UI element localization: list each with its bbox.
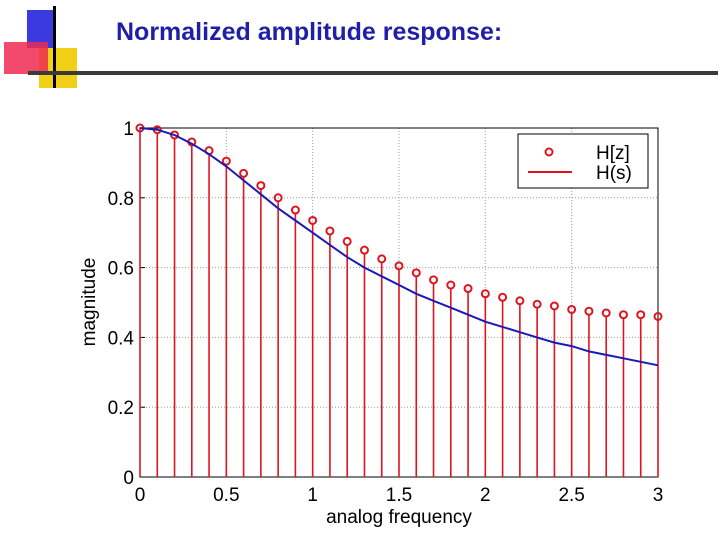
deco-vertical-line — [53, 6, 56, 88]
stem-marker-29 — [636, 310, 646, 320]
stem-series — [135, 123, 663, 477]
y-tick-label-0: 0 — [123, 468, 134, 489]
stem-marker-17 — [429, 275, 439, 285]
stem-marker-14 — [377, 254, 387, 264]
deco-horizontal-line — [28, 71, 718, 75]
stem-marker-24 — [549, 301, 559, 311]
stem-marker-19 — [463, 284, 473, 294]
y-axis-label: magnitude — [79, 258, 100, 347]
legend-label-hs: H(s) — [596, 163, 632, 184]
stem-marker-9 — [290, 205, 300, 215]
stem-marker-8 — [273, 193, 283, 203]
y-tick-label-3: 0.6 — [108, 259, 134, 280]
stem-marker-5 — [221, 156, 231, 166]
stem-marker-12 — [342, 236, 352, 246]
stem-marker-21 — [498, 292, 508, 302]
hs-curve — [139, 127, 659, 367]
stem-marker-15 — [394, 261, 404, 271]
stem-marker-23 — [532, 299, 542, 309]
x-tick-label-1: 0.5 — [213, 485, 239, 506]
x-tick-label-0: 0 — [135, 485, 146, 506]
deco-blue-square — [27, 10, 54, 48]
y-tick-label-2: 0.4 — [108, 328, 135, 349]
x-tick-label-6: 3 — [653, 485, 664, 506]
x-tick-label-2: 1 — [307, 485, 318, 506]
stem-marker-18 — [446, 280, 456, 290]
x-tick-label-3: 1.5 — [386, 485, 412, 506]
stem-marker-13 — [359, 245, 369, 255]
stem-marker-20 — [480, 289, 490, 299]
stem-marker-6 — [239, 168, 249, 178]
x-tick-label-5: 2.5 — [558, 485, 584, 506]
y-tick-label-5: 1 — [123, 119, 134, 140]
stem-marker-27 — [601, 308, 611, 318]
legend-marker-hz — [544, 147, 554, 157]
legend-label-hz: H[z] — [596, 143, 630, 164]
legend: H[z] H(s) — [517, 133, 649, 189]
stem-marker-28 — [618, 310, 628, 320]
stem-marker-26 — [584, 306, 594, 316]
stem-marker-11 — [325, 226, 335, 236]
stem-marker-10 — [308, 215, 318, 225]
stem-marker-7 — [256, 181, 266, 191]
x-axis-label: analog frequency — [326, 507, 472, 528]
stem-marker-16 — [411, 268, 421, 278]
stem-marker-22 — [515, 296, 525, 306]
stem-marker-2 — [170, 130, 180, 140]
x-tick-label-4: 2 — [480, 485, 491, 506]
y-tick-label-1: 0.2 — [108, 398, 134, 419]
y-tick-label-4: 0.8 — [108, 189, 134, 210]
line-series — [139, 127, 659, 367]
slide-title: Normalized amplitude response: — [116, 18, 503, 46]
stem-marker-25 — [567, 304, 577, 314]
deco-red-square — [4, 42, 48, 74]
legend-box — [517, 133, 649, 189]
stem-marker-30 — [653, 311, 663, 321]
